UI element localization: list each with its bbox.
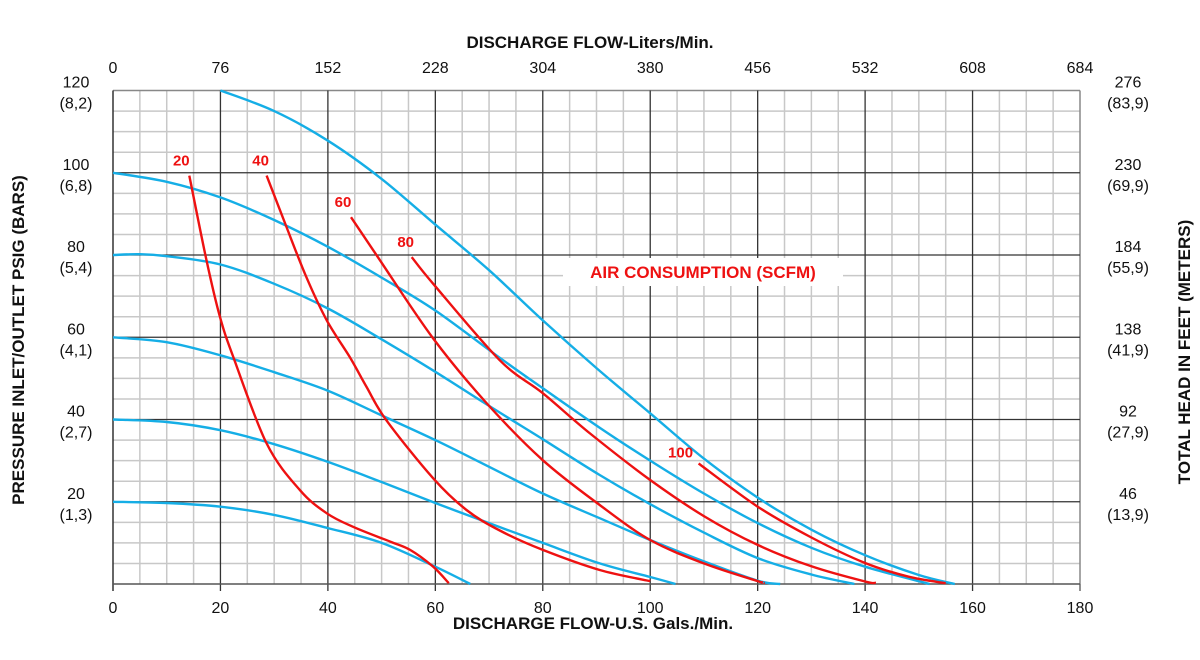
x-tick-label: 20: [212, 600, 230, 617]
top-x-tick-label: 152: [315, 60, 342, 77]
top-x-tick-label: 608: [959, 60, 986, 77]
top-x-tick-label: 76: [212, 60, 230, 77]
curves: 20 40 60 80 100: [112, 89, 956, 586]
y-tick-label-bar: (8,2): [60, 96, 93, 113]
top-x-tick-label: 228: [422, 60, 449, 77]
air-curve-label: 80: [397, 234, 414, 251]
x-tick-label: 40: [319, 600, 337, 617]
x-tick-label: 100: [637, 600, 664, 617]
right-tick-label-meters: (13,9): [1107, 507, 1149, 524]
right-tick-label-meters: (69,9): [1107, 178, 1149, 195]
y-tick-label-bar: (1,3): [60, 507, 93, 524]
right-tick-label-meters: (83,9): [1107, 96, 1149, 113]
pressure-curve-60-psi: [112, 336, 781, 586]
y-tick-label-bar: (4,1): [60, 342, 93, 359]
y-tick-label-psi: 80: [67, 239, 85, 256]
top-x-tick-label: 380: [637, 60, 664, 77]
right-tick-label-feet: 138: [1115, 321, 1142, 338]
air-consumption-curve-100: [697, 462, 946, 585]
right-tick-label-feet: 184: [1115, 239, 1142, 256]
air-consumption-curve-80: [410, 256, 877, 585]
air-curve-label: 100: [668, 445, 693, 462]
right-tick-label-feet: 92: [1119, 404, 1137, 421]
y-tick-label-bar: (6,8): [60, 178, 93, 195]
top-x-tick-label: 0: [109, 60, 118, 77]
top-x-tick-label: 532: [852, 60, 879, 77]
top-x-tick-label: 304: [529, 60, 556, 77]
right-tick-label-meters: (55,9): [1107, 260, 1149, 277]
pressure-curve-40-psi: [112, 418, 676, 586]
y-axis-title-right: TOTAL HEAD IN FEET (METERS): [1175, 220, 1194, 484]
right-tick-label-feet: 230: [1115, 157, 1142, 174]
y-tick-label-psi: 60: [67, 321, 85, 338]
annotation-background: [563, 258, 843, 286]
top-x-tick-label: 684: [1067, 60, 1094, 77]
right-tick-label-meters: (27,9): [1107, 425, 1149, 442]
air-consumption-annotation: AIR CONSUMPTION (SCFM): [590, 263, 816, 282]
air-consumption-curve-40: [265, 175, 651, 583]
right-tick-label-feet: 276: [1115, 75, 1142, 92]
y-tick-label-bar: (2,7): [60, 425, 93, 442]
top-x-tick-label: 456: [744, 60, 771, 77]
x-tick-label: 60: [426, 600, 444, 617]
x-tick-label: 140: [852, 600, 879, 617]
x-axis-title: DISCHARGE FLOW-U.S. Gals./Min.: [453, 614, 733, 633]
x-tick-label: 120: [744, 600, 771, 617]
y-tick-label-psi: 20: [67, 486, 85, 503]
air-curve-label: 60: [335, 194, 352, 211]
air-consumption-curve-20: [188, 175, 450, 585]
y-axis-title-left: PRESSURE INLET/OUTLET PSIG (BARS): [9, 175, 28, 505]
x-tick-label: 0: [109, 600, 118, 617]
tick-labels: 0 20 40 60 80 100 120 140 160 180 0 76 152 228 304 380 4…: [60, 60, 1149, 617]
air-curve-label: 20: [173, 153, 190, 170]
x-tick-label: 180: [1067, 600, 1094, 617]
x-tick-label: 160: [959, 600, 986, 617]
air-curve-label: 40: [252, 153, 269, 170]
y-tick-label-bar: (5,4): [60, 260, 93, 277]
x-tick-label: 80: [534, 600, 552, 617]
pressure-curve-120-psi: [219, 89, 956, 586]
y-tick-label-psi: 120: [63, 75, 90, 92]
y-tick-label-psi: 40: [67, 404, 85, 421]
air-consumption-curve-60: [350, 216, 765, 585]
y-tick-label-psi: 100: [63, 157, 90, 174]
top-axis-title: DISCHARGE FLOW-Liters/Min.: [466, 33, 713, 52]
right-tick-label-meters: (41,9): [1107, 342, 1149, 359]
pressure-curve-100-psi: [112, 171, 930, 586]
pressure-curve-80-psi: [112, 252, 855, 586]
right-tick-label-feet: 46: [1119, 486, 1137, 503]
